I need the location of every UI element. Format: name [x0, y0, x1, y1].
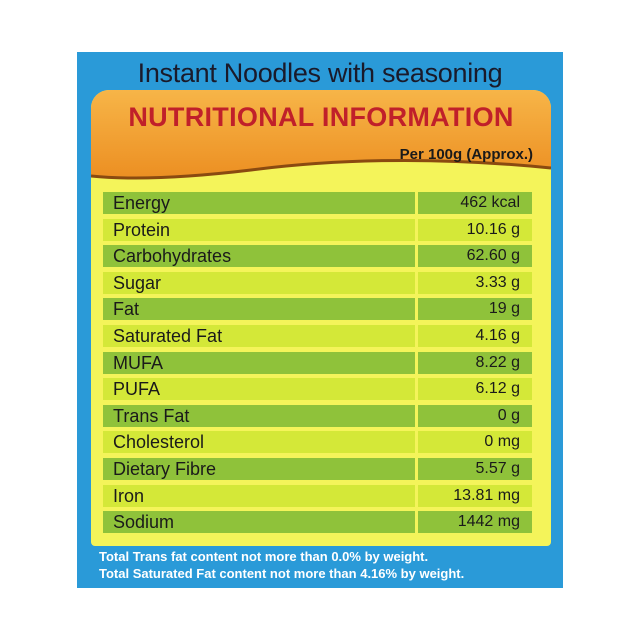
- nutrition-card: NUTRITIONAL INFORMATION Per 100g (Approx…: [91, 90, 551, 546]
- nutrient-name: Iron: [103, 484, 415, 507]
- nutrient-name: MUFA: [103, 351, 415, 374]
- nutrient-name: Saturated Fat: [103, 324, 415, 347]
- nutrient-name: Sugar: [103, 271, 415, 294]
- table-row: Saturated Fat 4.16 g: [103, 324, 541, 347]
- table-row: Fat 19 g: [103, 298, 541, 321]
- nutrient-value: 19 g: [418, 298, 532, 321]
- product-title: Instant Noodles with seasoning: [137, 58, 503, 88]
- serving-size: Per 100g (Approx.): [399, 146, 533, 163]
- nutrient-value: 6.12 g: [418, 378, 532, 401]
- nutrient-value: 462 kcal: [418, 192, 532, 214]
- nutrient-name: Fat: [103, 298, 415, 321]
- table-row: Sodium 1442 mg: [103, 511, 541, 534]
- nutrient-name: Energy: [103, 192, 415, 214]
- nutrient-value: 4.16 g: [418, 324, 532, 347]
- nutrient-value: 10.16 g: [418, 218, 532, 241]
- nutrient-value: 62.60 g: [418, 245, 532, 268]
- nutrient-name: Dietary Fibre: [103, 457, 415, 480]
- footnote-trans-fat: Total Trans fat content not more than 0.…: [99, 549, 429, 564]
- table-row: MUFA 8.22 g: [103, 351, 541, 374]
- table-row: Cholesterol 0 mg: [103, 431, 541, 454]
- table-row: Sugar 3.33 g: [103, 271, 541, 294]
- nutrition-heading: NUTRITIONAL INFORMATION: [128, 102, 514, 132]
- footnotes: Total Trans fat content not more than 0.…: [99, 548, 549, 582]
- nutrient-value: 3.33 g: [418, 271, 532, 294]
- footnote-saturated-fat: Total Saturated Fat content not more tha…: [99, 566, 465, 581]
- nutrient-name: PUFA: [103, 378, 415, 401]
- header-swoosh: [91, 90, 551, 180]
- table-row: Carbohydrates 62.60 g: [103, 245, 541, 268]
- nutrient-value: 8.22 g: [418, 351, 532, 374]
- table-row: Dietary Fibre 5.57 g: [103, 457, 541, 480]
- table-row: PUFA 6.12 g: [103, 378, 541, 401]
- nutrient-value: 0 g: [418, 404, 532, 427]
- nutrition-label-panel: Instant Noodles with seasoning NUTRITION…: [77, 52, 563, 588]
- table-row: Protein 10.16 g: [103, 218, 541, 241]
- table-row: Trans Fat 0 g: [103, 404, 541, 427]
- nutrient-name: Trans Fat: [103, 404, 415, 427]
- nutrient-name: Protein: [103, 218, 415, 241]
- nutrient-name: Cholesterol: [103, 431, 415, 454]
- nutrient-value: 1442 mg: [418, 511, 532, 534]
- nutrient-name: Sodium: [103, 511, 415, 534]
- table-row: Energy 462 kcal: [103, 192, 541, 214]
- nutrition-table: Energy 462 kcal Protein 10.16 g Carbohydrate…: [103, 192, 541, 538]
- nutrient-value: 0 mg: [418, 431, 532, 454]
- table-row: Iron 13.81 mg: [103, 484, 541, 507]
- nutrient-value: 5.57 g: [418, 457, 532, 480]
- header-band: NUTRITIONAL INFORMATION Per 100g (Approx…: [91, 90, 551, 186]
- nutrient-name: Carbohydrates: [103, 245, 415, 268]
- nutrient-value: 13.81 mg: [418, 484, 532, 507]
